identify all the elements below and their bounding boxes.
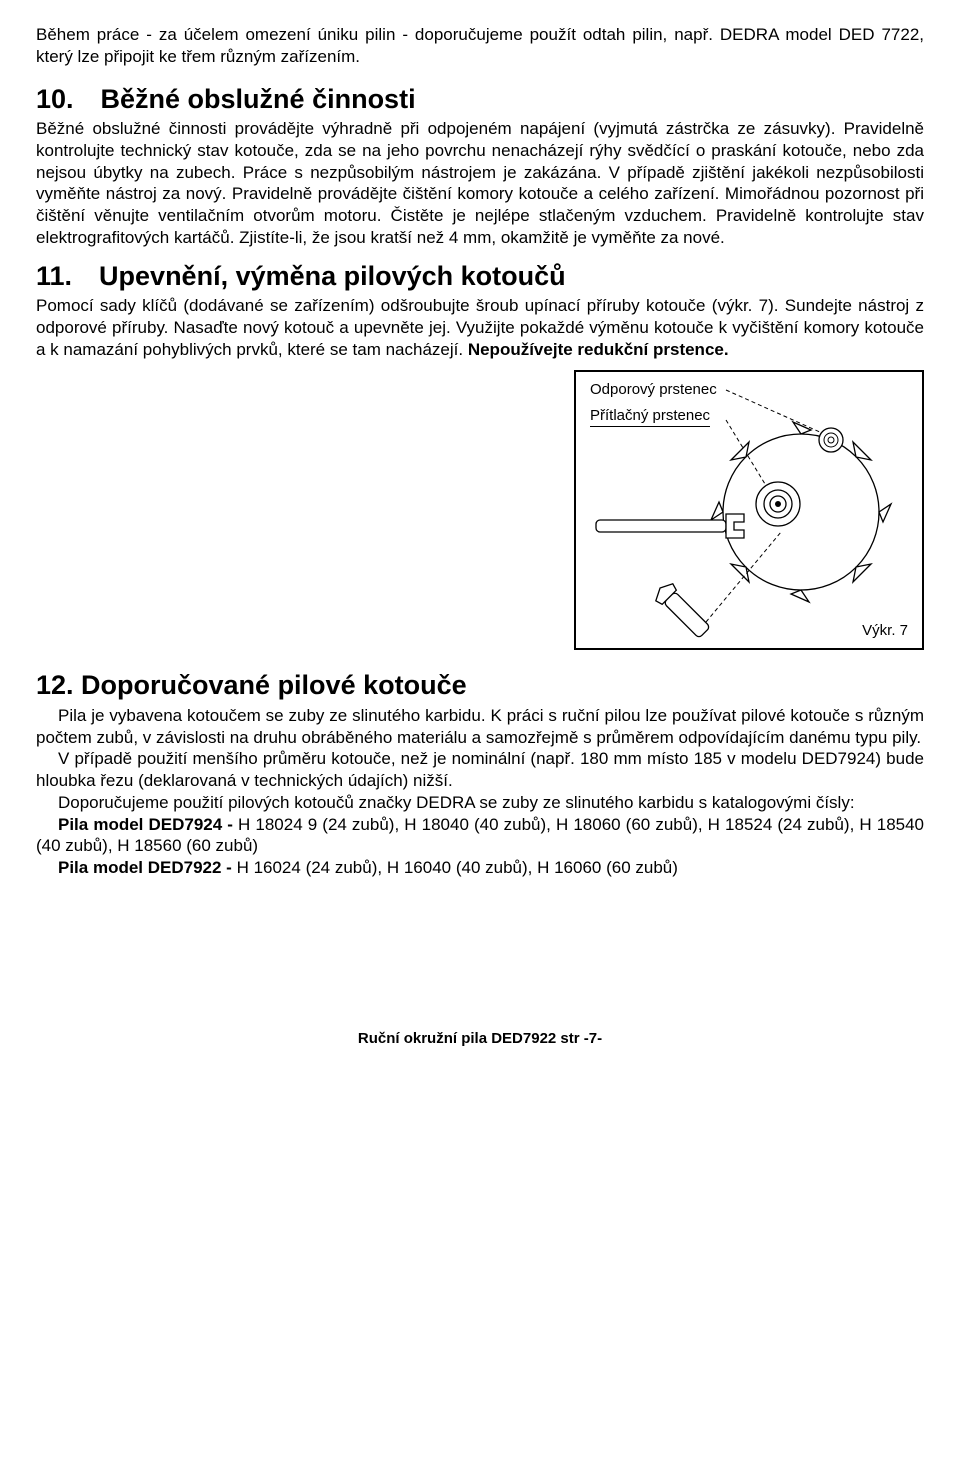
section-10-body: Běžné obslužné činnosti provádějte výhra… — [36, 118, 924, 249]
section-12-body: Pila je vybavena kotoučem se zuby ze sli… — [36, 705, 924, 879]
section-12-p5: Pila model DED7922 - H 16024 (24 zubů), … — [36, 857, 924, 879]
figure-label-1: Odporový prstenec — [590, 380, 908, 399]
figure-label-2: Přítlačný prstenec — [590, 406, 710, 427]
section-12-p5-bold: Pila model DED7922 - — [58, 858, 232, 877]
figure-caption: Výkr. 7 — [862, 621, 908, 640]
section-10-title: 10. Běžné obslužné činnosti — [36, 82, 924, 117]
intro-paragraph: Během práce - za účelem omezení úniku pi… — [36, 24, 924, 68]
section-12-p5-rest: H 16024 (24 zubů), H 16040 (40 zubů), H … — [232, 858, 678, 877]
section-12-p4: Pila model DED7924 - H 18024 9 (24 zubů)… — [36, 814, 924, 858]
section-12-p3: Doporučujeme použití pilových kotoučů zn… — [36, 792, 924, 814]
section-12-p2: V případě použití menšího průměru kotouč… — [36, 748, 924, 792]
section-12-p1: Pila je vybavena kotoučem se zuby ze sli… — [36, 705, 924, 749]
section-11-body: Pomocí sady klíčů (dodávané se zařízením… — [36, 295, 924, 360]
section-11-title: 11. Upevnění, výměna pilových kotoučů — [36, 259, 924, 294]
section-12-p4-bold: Pila model DED7924 - — [58, 815, 233, 834]
page-footer: Ruční okružní pila DED7922 str -7- — [36, 1029, 924, 1048]
figure-7-box: Odporový prstenec Přítlačný prstenec Výk… — [574, 370, 924, 650]
section-11-body-bold: Nepoužívejte redukční prstence. — [468, 340, 729, 359]
figure-7-wrap: Odporový prstenec Přítlačný prstenec Výk… — [36, 370, 924, 650]
section-12-title: 12. Doporučované pilové kotouče — [36, 668, 924, 703]
